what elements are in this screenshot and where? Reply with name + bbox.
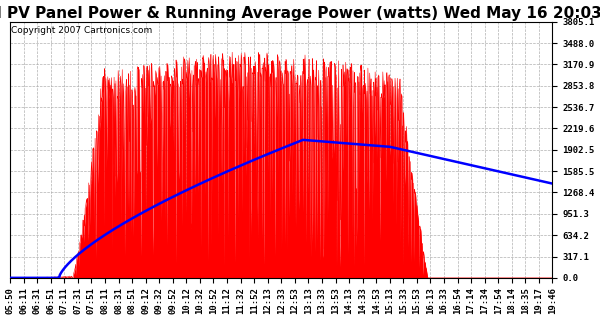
- Text: Copyright 2007 Cartronics.com: Copyright 2007 Cartronics.com: [11, 26, 152, 35]
- Title: Total PV Panel Power & Running Average Power (watts) Wed May 16 20:03: Total PV Panel Power & Running Average P…: [0, 5, 600, 20]
